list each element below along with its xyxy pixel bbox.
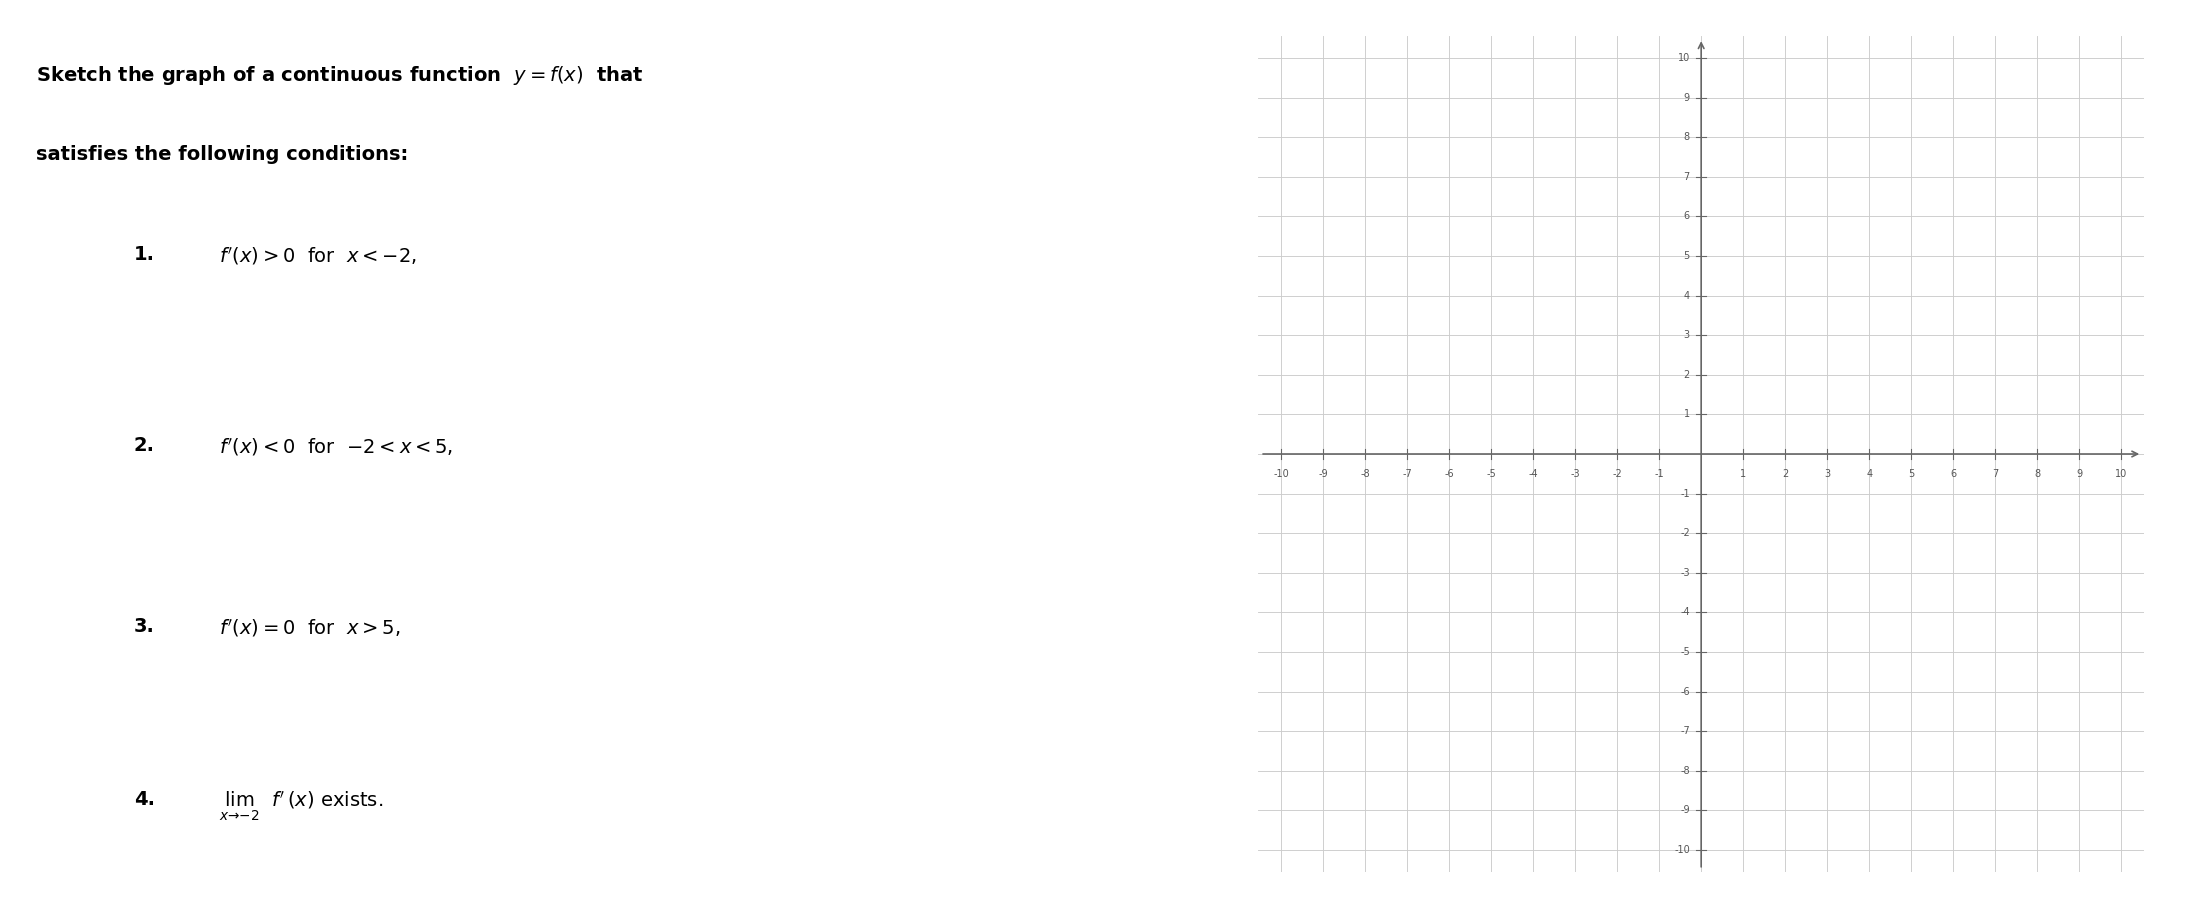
Text: 1.: 1.	[133, 245, 155, 264]
Text: 6: 6	[1685, 212, 1689, 222]
Text: -6: -6	[1444, 469, 1455, 479]
Text: 5: 5	[1908, 469, 1914, 479]
Text: -1: -1	[1680, 489, 1689, 498]
Text: $\lim_{x \to -2}$  $f'(x)$ exists.: $\lim_{x \to -2}$ $f'(x)$ exists.	[219, 790, 383, 824]
Text: -5: -5	[1680, 647, 1689, 657]
Text: 1: 1	[1685, 410, 1689, 419]
Text: 3: 3	[1825, 469, 1829, 479]
Text: $f'(x) < 0$  for  $-2 < x < 5,$: $f'(x) < 0$ for $-2 < x < 5,$	[219, 436, 453, 458]
Text: 4.: 4.	[133, 790, 155, 809]
Text: -3: -3	[1680, 568, 1689, 577]
Text: 8: 8	[2035, 469, 2039, 479]
Text: 4: 4	[1685, 291, 1689, 301]
Text: -2: -2	[1613, 469, 1621, 479]
Text: 1: 1	[1739, 469, 1746, 479]
Text: -3: -3	[1571, 469, 1580, 479]
Text: -7: -7	[1680, 726, 1689, 736]
Text: 10: 10	[2116, 469, 2127, 479]
Text: 9: 9	[1685, 93, 1689, 103]
Text: -6: -6	[1680, 686, 1689, 696]
Text: 7: 7	[1683, 172, 1689, 182]
Text: 2.: 2.	[133, 436, 155, 455]
Text: 10: 10	[1678, 53, 1689, 63]
Text: -9: -9	[1680, 805, 1689, 815]
Text: $f'(x) > 0$  for  $x < -2,$: $f'(x) > 0$ for $x < -2,$	[219, 245, 416, 267]
Text: -4: -4	[1529, 469, 1538, 479]
Text: 4: 4	[1866, 469, 1873, 479]
Text: -10: -10	[1273, 469, 1289, 479]
Text: -8: -8	[1680, 765, 1689, 775]
Text: 2: 2	[1683, 370, 1689, 380]
Text: 5: 5	[1683, 251, 1689, 261]
Text: -2: -2	[1680, 528, 1689, 538]
Text: 8: 8	[1685, 133, 1689, 143]
Text: Sketch the graph of a continuous function  $y = f(x)$  that: Sketch the graph of a continuous functio…	[37, 64, 643, 86]
Text: satisfies the following conditions:: satisfies the following conditions:	[37, 145, 409, 164]
Text: -5: -5	[1486, 469, 1497, 479]
Text: 3.: 3.	[133, 617, 155, 637]
Text: 2: 2	[1781, 469, 1788, 479]
Text: 3: 3	[1685, 331, 1689, 340]
Text: 7: 7	[1991, 469, 1998, 479]
Text: -4: -4	[1680, 607, 1689, 617]
Text: -8: -8	[1361, 469, 1370, 479]
Text: -1: -1	[1654, 469, 1665, 479]
Text: 9: 9	[2076, 469, 2083, 479]
Text: $f'(x) = 0$  for  $x > 5,$: $f'(x) = 0$ for $x > 5,$	[219, 617, 400, 639]
Text: -7: -7	[1403, 469, 1411, 479]
Text: -10: -10	[1674, 845, 1689, 855]
Text: 6: 6	[1950, 469, 1956, 479]
Text: -9: -9	[1319, 469, 1328, 479]
